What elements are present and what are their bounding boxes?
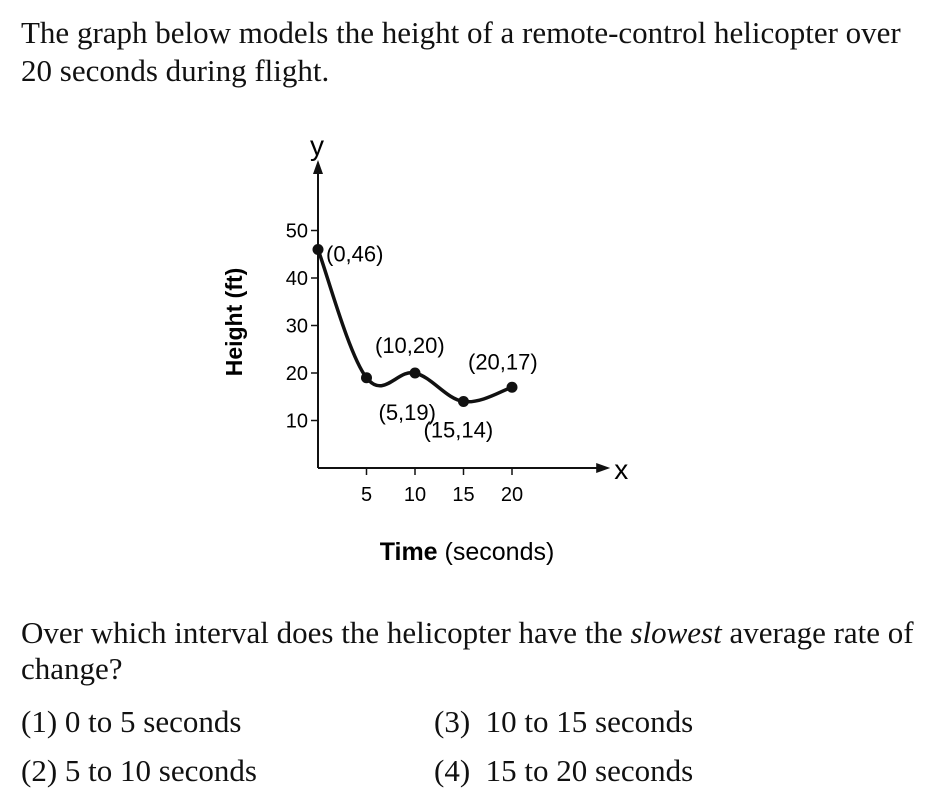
y-tick-label: 10: [286, 411, 308, 433]
y-tick-label: 30: [286, 316, 308, 338]
data-points: [312, 244, 518, 407]
data-point: [312, 244, 324, 255]
x-tick-label: 15: [452, 484, 474, 506]
intro-text: The graph below models the height of a r…: [21, 15, 901, 88]
question-text: Over which interval does the helicopter …: [21, 615, 926, 687]
y-tick-label: 50: [286, 221, 308, 243]
point-label: (5,19): [379, 400, 436, 425]
choice-1: (1) 0 to 5 seconds: [21, 704, 241, 740]
axes: [313, 160, 611, 473]
choice-4-num: (4): [434, 753, 471, 788]
choice-3-text: 10 to 15 seconds: [485, 704, 694, 739]
point-label: (15,14): [424, 418, 494, 443]
x-tick-label: 5: [361, 484, 372, 506]
choice-4: (4) 15 to 20 seconds: [434, 753, 693, 789]
question-emphasis: slowest: [630, 615, 722, 650]
height-time-chart: 5 10 15 20 10 20 30 40 50 (0,46) (5,19) (10,20) (15…: [221, 130, 628, 566]
height-curve: [316, 247, 514, 404]
y-tick-label: 40: [286, 268, 308, 290]
y-axis-letter: y: [310, 130, 324, 161]
choice-4-text: 15 to 20 seconds: [485, 753, 694, 788]
choice-2-text: 5 to 10 seconds: [64, 753, 257, 788]
y-tick-label: 20: [286, 363, 308, 385]
y-axis-arrow: [313, 160, 323, 174]
choice-3: (3) 10 to 15 seconds: [434, 704, 693, 740]
data-point: [409, 367, 421, 379]
data-point: [361, 372, 372, 384]
point-label: (0,46): [326, 242, 383, 267]
point-labels: (0,46) (5,19) (10,20) (15,14) (20,17): [326, 242, 538, 443]
ticks: 5 10 15 20 10 20 30 40 50: [286, 221, 523, 507]
x-axis-label-rest: (seconds): [438, 538, 555, 566]
x-tick-label: 20: [501, 484, 523, 506]
point-label: (20,17): [468, 349, 538, 374]
x-axis-arrow: [596, 463, 611, 473]
choice-2-num: (2): [21, 753, 58, 788]
choice-3-num: (3): [434, 704, 471, 739]
choice-1-text: 0 to 5 seconds: [64, 704, 242, 739]
choice-2: (2) 5 to 10 seconds: [21, 753, 257, 789]
data-point: [506, 381, 518, 393]
x-axis-label-bold: Time: [380, 538, 438, 566]
x-axis-letter: x: [614, 454, 628, 485]
data-point: [458, 396, 469, 407]
x-axis-label: Time (seconds): [380, 538, 555, 566]
x-tick-label: 10: [404, 484, 426, 506]
choice-1-num: (1): [21, 704, 58, 739]
y-axis-label: Height (ft): [221, 268, 247, 377]
question-after: average rate of change?: [21, 615, 914, 686]
question-before: Over which interval does the helicopter …: [21, 615, 631, 650]
point-label: (10,20): [375, 333, 445, 358]
